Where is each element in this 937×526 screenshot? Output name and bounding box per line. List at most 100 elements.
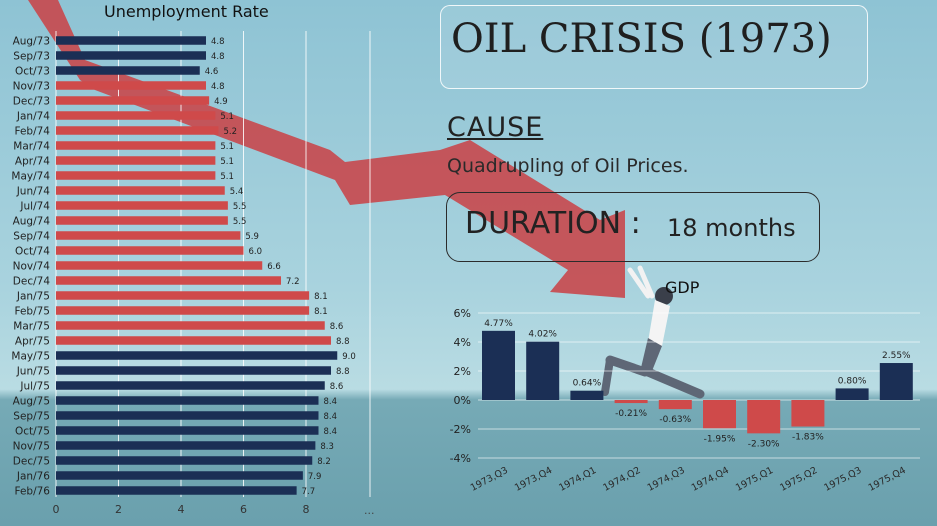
gdp-y-tick-label: -4% xyxy=(450,452,471,465)
gdp-value-label: 0.64% xyxy=(573,379,602,389)
unemp-bar xyxy=(56,51,206,60)
unemp-bar xyxy=(56,291,310,300)
unemp-value-label: 8.8 xyxy=(336,367,350,377)
unemp-category-label: Sep/75 xyxy=(13,411,50,423)
unemp-bar xyxy=(56,126,219,135)
unemp-category-label: Dec/75 xyxy=(13,456,50,468)
duration-separator: : xyxy=(630,206,641,241)
unemp-bar xyxy=(56,81,206,90)
gdp-category-label: 1974,Q2 xyxy=(601,465,642,494)
unemp-category-label: Oct/74 xyxy=(15,246,50,258)
gdp-chart-title: GDP xyxy=(665,278,700,297)
unemp-bar xyxy=(56,426,319,435)
gdp-y-tick-label: 4% xyxy=(454,336,471,349)
unemp-category-label: Jun/75 xyxy=(16,366,50,378)
unemp-value-label: 7.7 xyxy=(302,487,316,497)
gdp-category-label: 1975,Q3 xyxy=(822,465,863,494)
unemp-value-label: 8.2 xyxy=(317,457,331,467)
unemp-category-label: Oct/75 xyxy=(15,426,50,438)
unemp-category-label: Oct/73 xyxy=(15,66,50,78)
unemp-value-label: 5.1 xyxy=(220,142,234,152)
unemp-value-label: 4.8 xyxy=(211,37,225,47)
gdp-category-label: 1974,Q3 xyxy=(646,465,687,494)
gdp-bar xyxy=(747,400,781,434)
unemp-value-label: 8.4 xyxy=(324,397,338,407)
cause-text: Quadrupling of Oil Prices. xyxy=(447,155,689,177)
unemp-category-label: Mar/75 xyxy=(13,321,50,333)
unemp-bar xyxy=(56,321,325,330)
unemp-category-label: Feb/74 xyxy=(15,126,51,138)
unemp-bar xyxy=(56,411,319,420)
unemp-bar xyxy=(56,141,216,150)
unemp-value-label: 8.1 xyxy=(314,307,328,317)
unemp-bar xyxy=(56,261,263,270)
gdp-category-label: 1975,Q4 xyxy=(867,465,908,494)
cause-label: CAUSE xyxy=(447,112,544,143)
falling-arrow xyxy=(28,0,625,298)
unemp-category-label: Jan/74 xyxy=(16,111,50,123)
unemp-category-label: Aug/73 xyxy=(13,36,50,48)
more-options-ellipsis[interactable]: ... xyxy=(364,504,375,517)
unemp-category-label: Feb/75 xyxy=(15,306,51,318)
duration-box: DURATION : 18 months xyxy=(446,192,820,262)
gdp-value-label: 4.02% xyxy=(528,330,557,340)
gdp-category-label: 1974,Q1 xyxy=(557,465,598,494)
duration-value: 18 months xyxy=(667,214,796,242)
unemp-bar xyxy=(56,366,331,375)
gdp-y-tick-label: 2% xyxy=(454,365,471,378)
gdp-value-label: -0.21% xyxy=(615,409,647,419)
unemp-category-label: Sep/73 xyxy=(13,51,50,63)
unemp-value-label: 4.8 xyxy=(211,82,225,92)
gdp-y-tick-label: 6% xyxy=(454,307,471,320)
gdp-value-label: 2.55% xyxy=(882,351,911,361)
falling-person xyxy=(601,265,705,399)
headline: OIL CRISIS (1973) xyxy=(451,16,832,62)
unemp-bar xyxy=(56,441,316,450)
unemp-bar xyxy=(56,96,210,105)
unemp-bar xyxy=(56,36,206,45)
gdp-value-label: 0.80% xyxy=(838,376,867,386)
unemp-value-label: 8.6 xyxy=(330,382,344,392)
unemp-x-tick-label: 6 xyxy=(240,503,247,516)
unemp-bar xyxy=(56,246,244,255)
gdp-bar xyxy=(879,363,913,400)
unemp-category-label: Jul/74 xyxy=(19,201,50,213)
gdp-category-label: 1975,Q1 xyxy=(734,465,775,494)
unemp-category-label: Dec/74 xyxy=(13,276,51,288)
unemp-x-tick-label: 0 xyxy=(53,503,60,516)
gdp-y-tick-label: -2% xyxy=(450,423,471,436)
unemp-value-label: 5.1 xyxy=(220,157,234,167)
unemp-category-label: Aug/74 xyxy=(13,216,51,228)
gdp-category-label: 1973,Q3 xyxy=(469,465,510,494)
unemp-value-label: 6.6 xyxy=(267,262,281,272)
gdp-bar xyxy=(703,400,736,429)
gdp-bar xyxy=(526,341,560,400)
gdp-value-label: -1.95% xyxy=(704,434,736,444)
gdp-bar xyxy=(791,400,825,427)
unemp-value-label: 7.9 xyxy=(308,472,322,482)
unemp-bar xyxy=(56,471,303,480)
unemp-value-label: 5.1 xyxy=(220,112,234,122)
unemp-category-label: Jan/75 xyxy=(16,291,50,303)
unemp-bar xyxy=(56,486,297,495)
unemp-value-label: 9.0 xyxy=(342,352,356,362)
unemp-value-label: 5.1 xyxy=(220,172,234,182)
unemp-value-label: 4.9 xyxy=(214,97,228,107)
unemp-value-label: 5.4 xyxy=(230,187,244,197)
gdp-bar xyxy=(570,390,604,400)
unemp-value-label: 8.3 xyxy=(320,442,334,452)
gdp-bar xyxy=(614,400,648,404)
unemp-category-label: Nov/75 xyxy=(13,441,50,453)
duration-label: DURATION : xyxy=(465,206,641,241)
gdp-bar xyxy=(482,330,515,400)
unemp-bar xyxy=(56,171,216,180)
unemp-value-label: 7.2 xyxy=(286,277,300,287)
unemp-bar xyxy=(56,111,216,120)
unemp-bar xyxy=(56,396,319,405)
gdp-bar xyxy=(835,388,869,400)
unemp-bar xyxy=(56,336,331,345)
gdp-value-label: -0.63% xyxy=(659,415,691,425)
